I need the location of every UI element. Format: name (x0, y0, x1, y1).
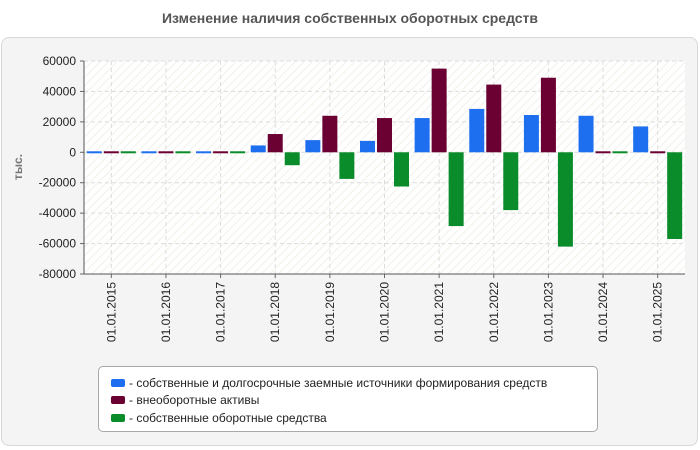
bar (540, 77, 556, 153)
y-tick-label: 40000 (43, 84, 77, 98)
bar (250, 145, 266, 153)
legend: - собственные и долгосрочные заемные ист… (98, 366, 598, 432)
bar (196, 151, 212, 154)
bar (360, 140, 375, 153)
legend-label: - собственные оборотные средства (129, 410, 327, 425)
bar (448, 152, 464, 227)
x-tick-label: 01.01.2018 (268, 282, 282, 342)
y-tick-label: -80000 (39, 267, 77, 281)
bar (120, 151, 136, 154)
bar (595, 151, 611, 154)
legend-item: - собственные оборотные средства (111, 409, 597, 427)
y-axis-label: тыс. (11, 154, 25, 180)
bar (377, 118, 392, 153)
bar (633, 126, 649, 153)
bar (650, 151, 666, 154)
x-tick-label: 01.01.2020 (378, 282, 392, 342)
bar (305, 140, 321, 153)
x-tick-label: 01.01.2019 (323, 282, 337, 342)
bar (503, 152, 519, 211)
bar (431, 68, 447, 153)
bar (322, 115, 338, 153)
x-tick-label: 01.01.2015 (104, 282, 118, 342)
bar (394, 152, 409, 187)
y-tick-label: 60000 (43, 54, 77, 68)
y-tick-label: -40000 (39, 206, 77, 220)
x-tick-label: 01.01.2025 (651, 282, 665, 342)
bar (578, 115, 594, 153)
bar (612, 151, 628, 154)
bar (86, 151, 102, 154)
legend-swatch (111, 413, 125, 422)
x-tick-label: 01.01.2022 (487, 282, 501, 342)
bar (267, 134, 283, 153)
legend-item: - собственные и долгосрочные заемные ист… (111, 374, 597, 392)
bar (103, 151, 119, 154)
bar (284, 152, 300, 166)
y-tick-label: -60000 (39, 237, 77, 251)
bar (141, 151, 157, 154)
bar (414, 118, 430, 153)
bar (230, 151, 246, 154)
bar (667, 152, 683, 240)
bar (339, 152, 355, 179)
x-tick-label: 01.01.2016 (159, 282, 173, 342)
bar (557, 152, 573, 247)
y-tick-label: 0 (69, 145, 76, 159)
x-tick-label: 01.01.2024 (596, 282, 610, 342)
legend-swatch (111, 396, 125, 405)
chart-title: Изменение наличия собственных оборотных … (161, 10, 539, 26)
y-tick-label: 20000 (43, 115, 77, 129)
bar (523, 115, 539, 153)
bar (469, 108, 485, 153)
legend-swatch (111, 378, 125, 387)
y-tick-label: -20000 (39, 176, 77, 190)
legend-label: - собственные и долгосрочные заемные ист… (129, 375, 548, 390)
bar (213, 151, 229, 154)
legend-label: - внеоборотные активы (129, 393, 260, 408)
bar (175, 151, 191, 154)
x-tick-label: 01.01.2021 (432, 282, 446, 342)
x-tick-label: 01.01.2023 (541, 282, 555, 342)
bar (158, 151, 174, 154)
legend-item: - внеоборотные активы (111, 392, 597, 410)
bar (486, 84, 502, 153)
x-tick-label: 01.01.2017 (214, 282, 228, 342)
